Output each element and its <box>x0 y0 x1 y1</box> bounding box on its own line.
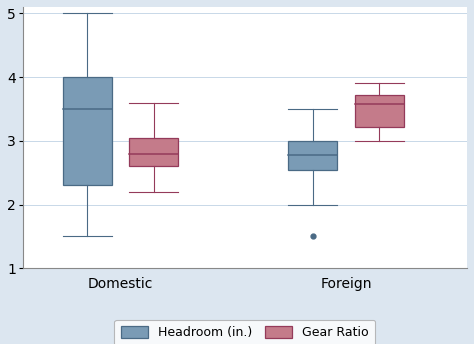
Bar <box>355 95 404 127</box>
Bar <box>288 141 337 170</box>
Legend: Headroom (in.), Gear Ratio: Headroom (in.), Gear Ratio <box>115 320 375 344</box>
Bar <box>129 138 178 166</box>
Bar <box>63 77 111 185</box>
